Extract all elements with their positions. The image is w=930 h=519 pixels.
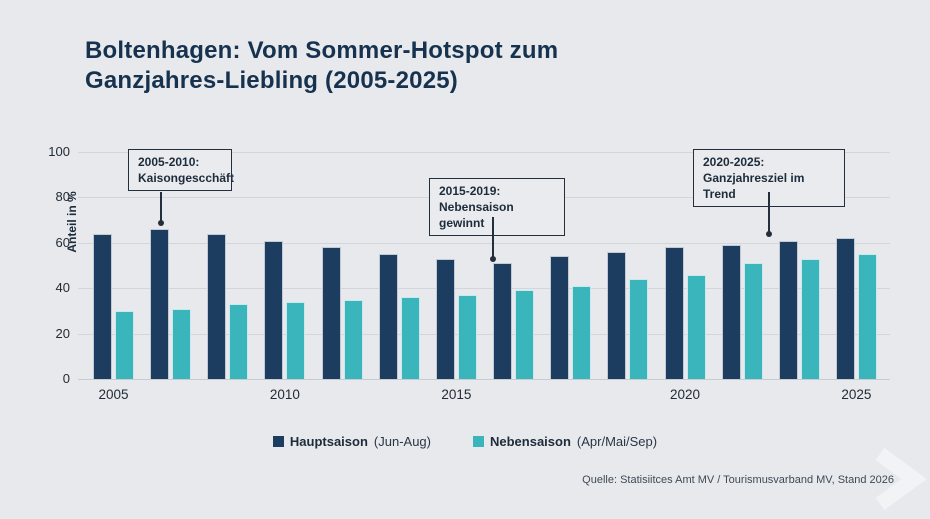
nebensaison-bar (857, 254, 877, 379)
chart-legend: Hauptsaison (Jun-Aug) Nebensaison (Apr/M… (0, 434, 930, 449)
gridline (78, 242, 890, 244)
x-tick-label: 2010 (269, 387, 300, 402)
hauptsaison-bar (207, 233, 227, 379)
hauptsaison-bar (435, 258, 455, 379)
x-tick-label: 2005 (98, 387, 129, 402)
hauptsaison-bar (721, 245, 741, 379)
hauptsaison-bar (264, 240, 284, 379)
nebensaison-bar (229, 304, 249, 379)
bar-group (607, 152, 649, 379)
chart-plot-area: 2005 2010 2015 2020 2025 (78, 152, 890, 402)
bar-group (835, 152, 877, 379)
page-title-line2: Ganzjahres-Liebling (2005-2025) (85, 67, 458, 94)
legend-label: Hauptsaison (289, 434, 368, 449)
nebensaison-bar (629, 279, 649, 379)
annotation-2015-2019: 2015-2019: Nebensaison gewinnt (429, 178, 565, 236)
legend-label: Nebensaison (489, 434, 571, 449)
page-title-line1: Boltenhagen: Vom Sommer-Hotspot zum (85, 37, 559, 64)
bar-group (550, 152, 592, 379)
nebensaison-bar (800, 258, 820, 379)
gridline (78, 152, 890, 153)
bar-group (721, 152, 763, 379)
nebensaison-bar (286, 301, 306, 379)
nebensaison-bar (400, 297, 420, 379)
nebensaison-bar (172, 308, 192, 379)
bar-group (93, 152, 134, 379)
hauptsaison-bar (321, 247, 341, 379)
bar-group (264, 152, 306, 379)
annotation-line: Kaisongescchäft (138, 171, 235, 185)
hauptsaison-bar (778, 240, 798, 379)
hauptsaison-bar (835, 238, 855, 379)
legend-detail: (Apr/Mai/Sep) (576, 434, 658, 449)
nebensaison-bar (686, 274, 706, 379)
hauptsaison-swatch-icon (272, 436, 284, 447)
hauptsaison-bar (607, 251, 627, 379)
legend-item-hauptsaison: Hauptsaison (Jun-Aug) (272, 434, 431, 449)
nebensaison-bar (743, 263, 763, 379)
legend-detail: (Jun-Aug) (373, 434, 431, 449)
hauptsaison-bar (493, 263, 513, 379)
hauptsaison-bar (664, 247, 684, 379)
annotation-arrow (766, 192, 772, 237)
gridline (78, 288, 890, 290)
bar-group (778, 152, 820, 379)
x-tick-label: 2025 (841, 387, 872, 402)
annotation-arrow (158, 192, 164, 226)
y-tick-label: 100 (48, 144, 70, 159)
nebensaison-bar (343, 299, 363, 379)
nebensaison-bar (115, 310, 134, 379)
hauptsaison-bar (550, 256, 570, 379)
y-tick-label: 0 (62, 371, 70, 386)
bar-group (321, 152, 363, 379)
x-tick-label: 2015 (441, 387, 472, 402)
bar-group (207, 152, 249, 379)
bar-group (435, 152, 477, 379)
page-title: Boltenhagen: Vom Sommer-Hotspot zum Ganz… (85, 36, 558, 96)
y-tick-label: 80 (55, 189, 70, 205)
annotation-line: 2020-2025: (703, 155, 765, 169)
hauptsaison-bar (150, 229, 170, 379)
annotation-arrow (490, 217, 496, 262)
nebensaison-bar (572, 285, 592, 379)
y-axis-label: Anteil in % (65, 191, 79, 253)
hauptsaison-bar (378, 254, 398, 379)
nebensaison-bar (515, 290, 535, 379)
chevron-right-icon (875, 448, 927, 510)
source-credit: Quelle: Statisiitces Amt MV / Tourismusv… (582, 474, 894, 486)
legend-item-nebensaison: Nebensaison (Apr/Mai/Sep) (472, 434, 658, 449)
annotation-2005-2010: 2005-2010: Kaisongescchäft (128, 149, 235, 191)
annotation-line: Nebensaison gewinnt (439, 200, 514, 230)
nebensaison-bar (457, 295, 477, 379)
annotation-line: 2005-2010: (138, 155, 200, 169)
y-tick-label: 40 (55, 280, 70, 296)
annotation-line: 2015-2019: (439, 184, 501, 198)
bar-group (150, 152, 192, 379)
y-tick-label: 60 (55, 234, 70, 250)
hauptsaison-bar (93, 233, 112, 379)
annotation-line: Ganzjahresziel im Trend (703, 171, 805, 201)
gridline (78, 333, 890, 335)
x-tick-label: 2020 (669, 387, 701, 402)
bar-group (378, 152, 420, 379)
bar-group (493, 152, 535, 379)
bar-group (664, 152, 706, 379)
y-tick-label: 20 (55, 325, 70, 341)
nebensaison-swatch-icon (472, 436, 484, 447)
